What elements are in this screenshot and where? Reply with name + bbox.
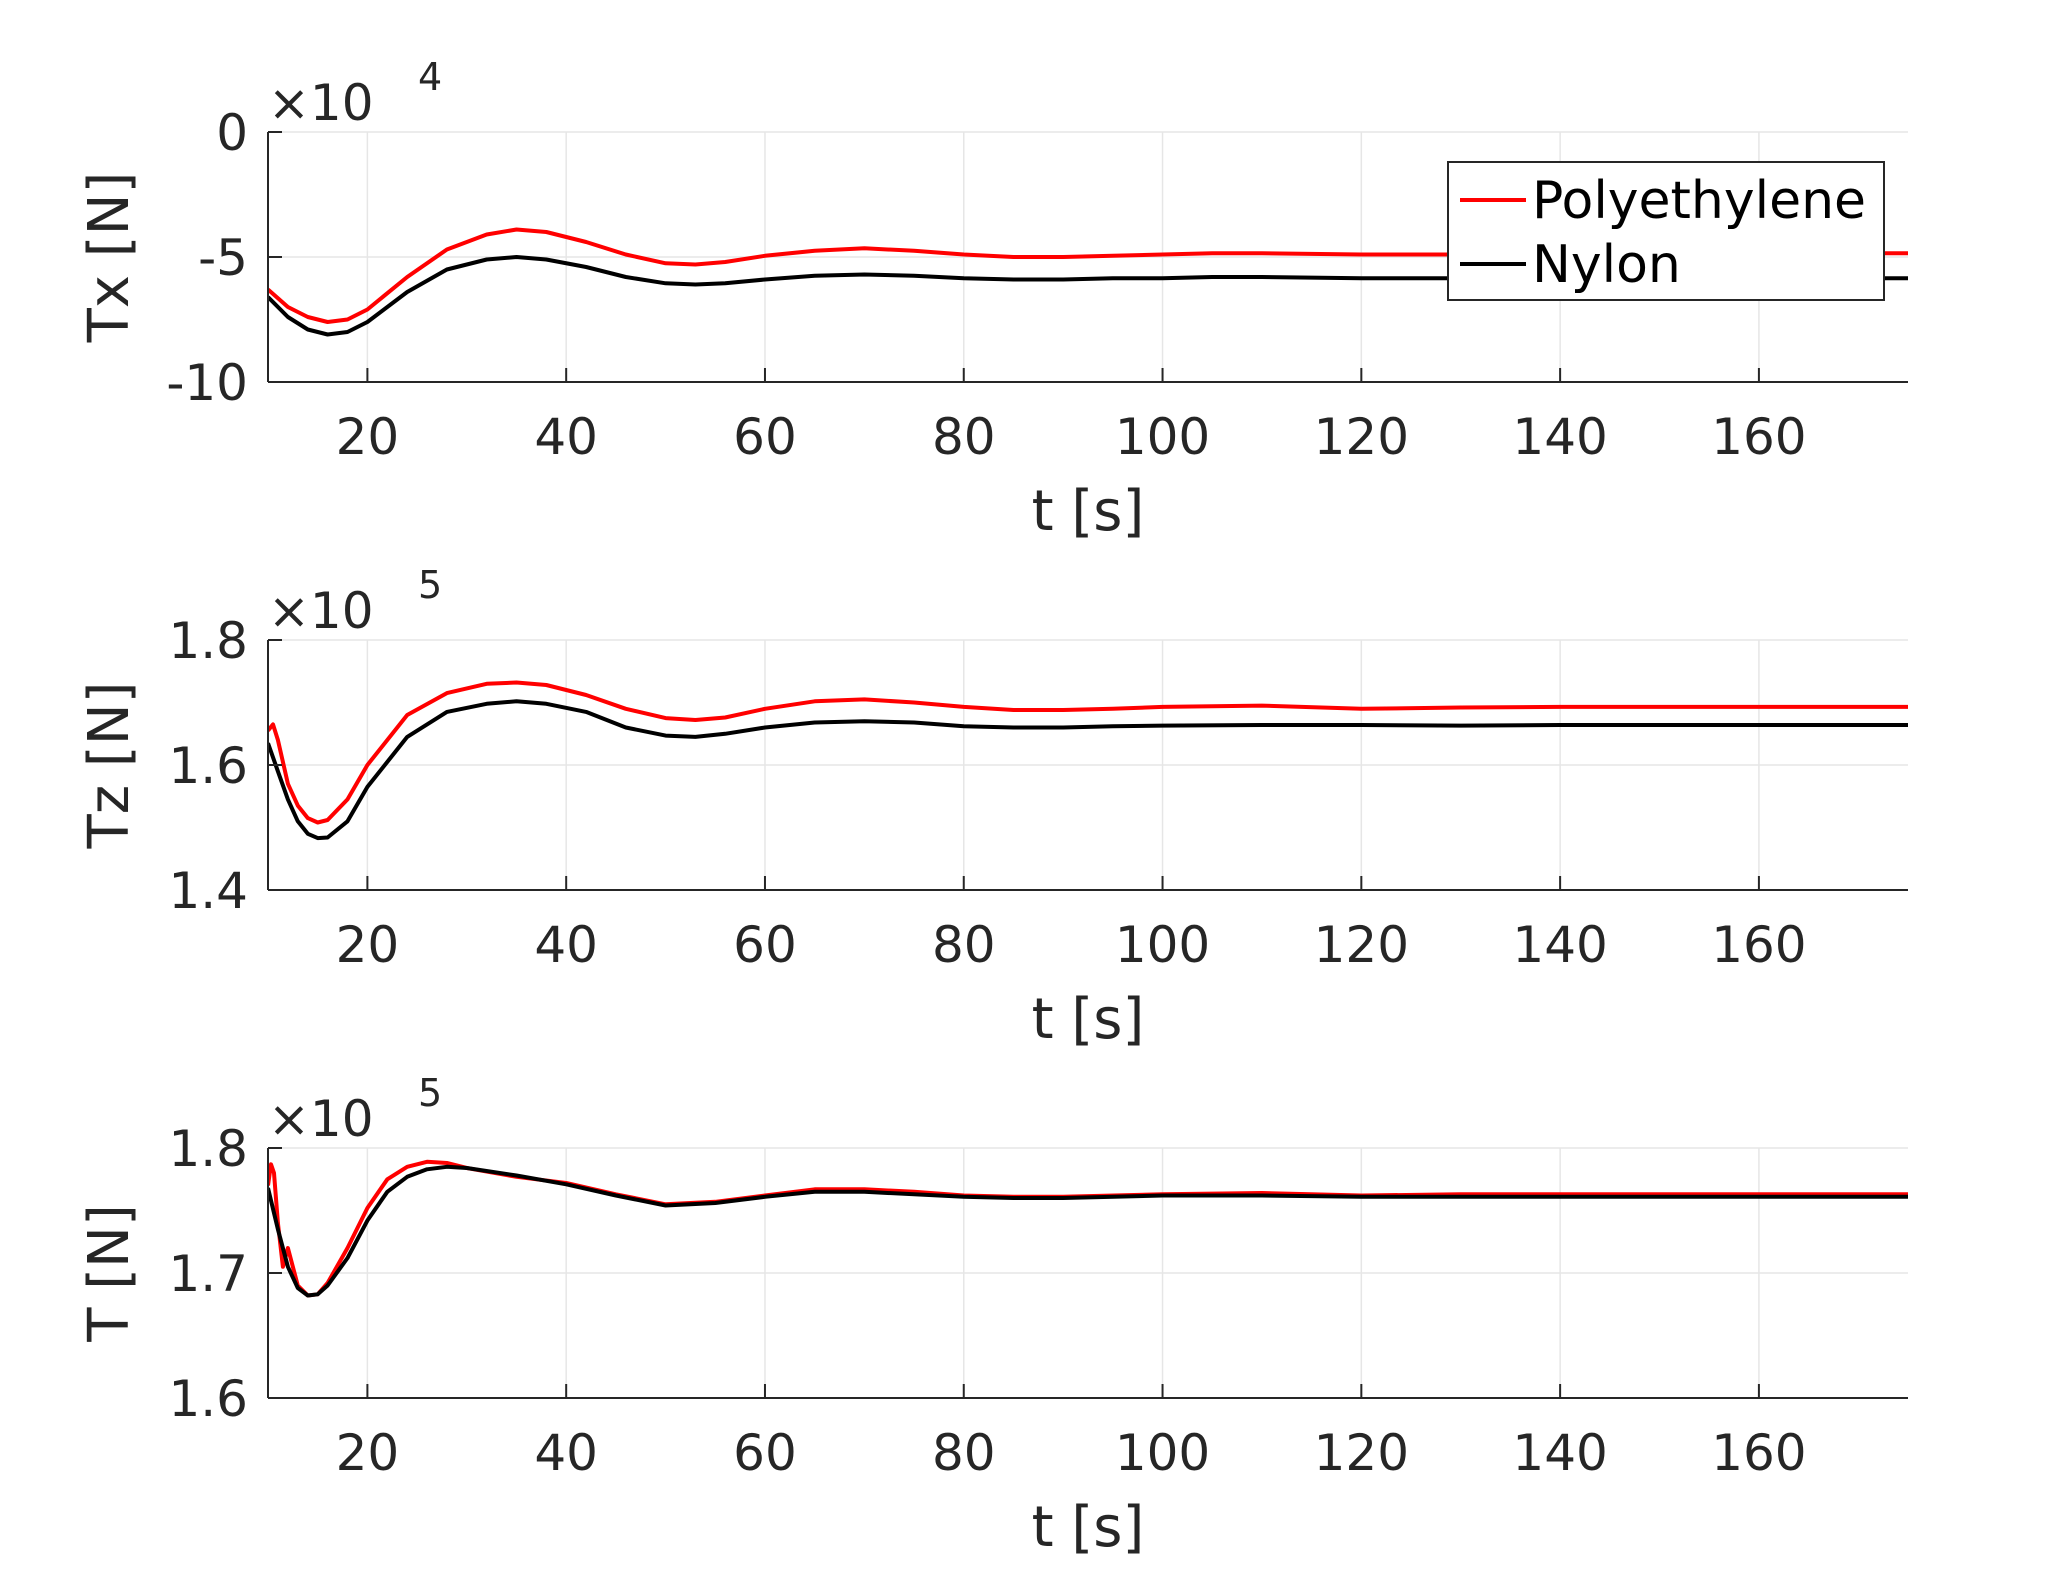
y-tick-label: 1.6 [168, 737, 248, 795]
x-tick-label: 80 [932, 1424, 996, 1482]
x-tick-label: 40 [534, 916, 598, 974]
x-tick-label: 60 [733, 916, 797, 974]
y-tick-label: 1.7 [168, 1245, 248, 1303]
series-line-nylon [268, 699, 1908, 841]
x-tick-label: 160 [1711, 408, 1806, 466]
x-tick-label: 100 [1115, 916, 1210, 974]
series-line-nylon [268, 1164, 1908, 1298]
y-axis-title: T [N] [77, 1204, 142, 1343]
x-tick-label: 120 [1314, 1424, 1409, 1482]
x-tick-label: 80 [932, 916, 996, 974]
x-axis-title: t [s] [1032, 1495, 1145, 1560]
series-line-polyethylene [268, 680, 1908, 825]
x-tick-label: 40 [534, 1424, 598, 1482]
x-tick-label: 60 [733, 408, 797, 466]
exponent-power: 5 [418, 563, 442, 607]
subplot-1: 20 40 60 80 100 120 140 160 -10 -5 0 t [s] Tx [N] ×10… [77, 55, 1908, 544]
exponent-label: ×10 [268, 582, 374, 640]
x-tick-label: 100 [1115, 1424, 1210, 1482]
exponent-label: ×10 [268, 74, 374, 132]
y-axis-title: Tx [N] [77, 172, 142, 344]
y-tick-label: -5 [198, 229, 248, 287]
y-tick-label: 1.4 [168, 862, 248, 920]
series-line-polyethylene [268, 227, 1908, 324]
x-tick-label: 160 [1711, 1424, 1806, 1482]
legend-box [1447, 161, 1885, 301]
x-tick-label: 120 [1314, 916, 1409, 974]
legend-label-polyethylene: Polyethylene [1532, 171, 1866, 231]
x-tick-label: 160 [1711, 916, 1806, 974]
y-tick-label: -10 [166, 354, 248, 412]
y-tick-label: 1.6 [168, 1370, 248, 1428]
x-tick-label: 60 [733, 1424, 797, 1482]
y-tick-label: 1.8 [168, 612, 248, 670]
x-tick-label: 20 [336, 1424, 400, 1482]
exponent-power: 5 [418, 1071, 442, 1115]
x-tick-label: 20 [336, 916, 400, 974]
x-tick-label: 40 [534, 408, 598, 466]
series-line-nylon [268, 255, 1908, 337]
x-tick-label: 140 [1512, 408, 1607, 466]
subplot-3: 20 40 60 80 100 120 140 160 1.6 1.7 1.8 t [s] T [N] ×… [77, 1071, 1908, 1560]
x-tick-label: 120 [1314, 408, 1409, 466]
x-tick-label: 140 [1512, 1424, 1607, 1482]
exponent-power: 4 [418, 55, 442, 99]
x-tick-label: 80 [932, 408, 996, 466]
x-tick-label: 100 [1115, 408, 1210, 466]
x-axis-title: t [s] [1032, 987, 1145, 1052]
x-tick-label: 20 [336, 408, 400, 466]
x-axis-title: t [s] [1032, 479, 1145, 544]
exponent-label: ×10 [268, 1090, 374, 1148]
y-tick-label: 1.8 [168, 1120, 248, 1178]
x-tick-label: 140 [1512, 916, 1607, 974]
legend-label-nylon: Nylon [1532, 235, 1681, 295]
y-axis-title: Tz [N] [77, 682, 142, 850]
subplot-2: 20 40 60 80 100 120 140 160 1.4 1.6 1.8 t [s] Tz [N]… [77, 563, 1908, 1052]
y-tick-label: 0 [216, 104, 248, 162]
